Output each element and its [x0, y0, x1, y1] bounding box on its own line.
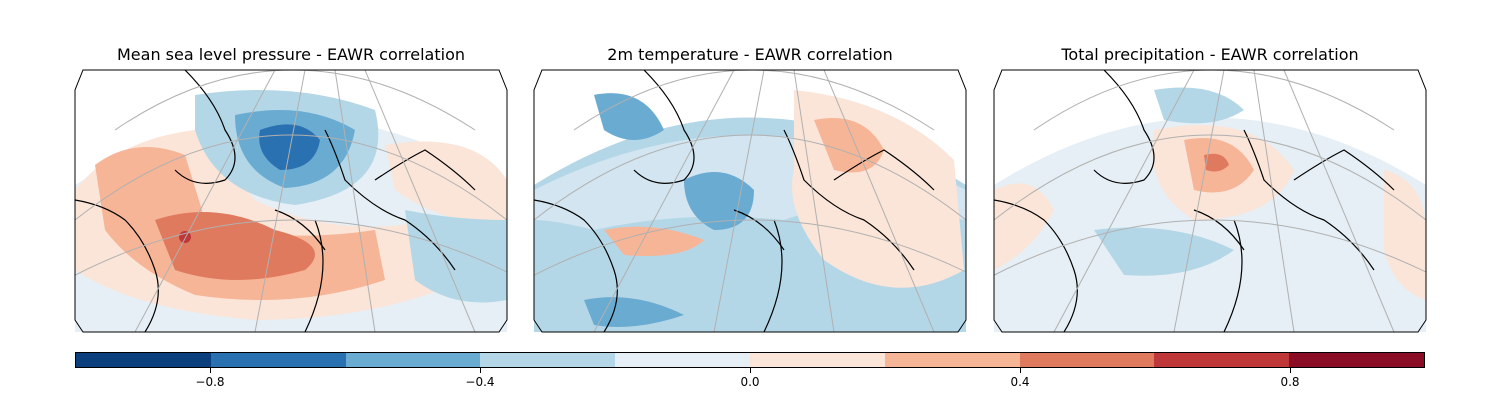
contour-negative-east	[405, 210, 507, 303]
colorbar-tick	[1020, 368, 1021, 373]
contour-negative-weak	[1094, 227, 1234, 276]
coastlines	[534, 70, 935, 332]
contour-negative-weak-2	[1154, 87, 1244, 124]
colorbar-segment	[1154, 353, 1290, 367]
colorbar	[75, 352, 1425, 368]
map-domain	[994, 117, 1426, 332]
graticule	[534, 70, 966, 332]
colorbar-tick-label: −0.8	[195, 375, 225, 389]
map-panel-msl-pressure: Mean sea level pressure - EAWR correlati…	[74, 40, 508, 333]
colorbar-segment	[749, 353, 885, 367]
colorbar-segment	[884, 353, 1020, 367]
map-panel-total-precipitation: Total precipitation - EAWR correlation	[993, 40, 1427, 333]
contour-positive-moderate-2	[604, 226, 704, 256]
colorbar-segment	[345, 353, 481, 367]
correlation-map-msl-pressure	[74, 69, 508, 333]
colorbar-tick-label: 0.8	[1280, 375, 1300, 389]
graticule	[75, 70, 507, 332]
colorbar-segment	[480, 353, 616, 367]
map-frame	[993, 69, 1427, 333]
colorbar-tick	[1290, 368, 1291, 373]
panel-title: 2m temperature - EAWR correlation	[607, 45, 893, 64]
colorbar-segment	[615, 353, 750, 367]
colorbar-segment	[1289, 353, 1424, 367]
panel-title: Mean sea level pressure - EAWR correlati…	[117, 45, 465, 64]
colorbar-segment	[76, 353, 211, 367]
contour-positive-strong	[1204, 153, 1229, 172]
panel-title: Total precipitation - EAWR correlation	[1061, 45, 1359, 64]
correlation-map-total-precipitation	[993, 69, 1427, 333]
coastlines	[994, 70, 1395, 332]
colorbar-tick	[750, 368, 751, 373]
map-frame	[74, 69, 508, 333]
map-frame	[533, 69, 967, 333]
colorbar-segment	[1019, 353, 1155, 367]
contour-positive-strong	[155, 212, 315, 280]
correlation-map-2m-temperature	[533, 69, 967, 333]
colorbar-tick	[480, 368, 481, 373]
colorbar-tick	[210, 368, 211, 373]
contour-positive-weak	[994, 183, 1054, 270]
contour-negative-north	[594, 93, 664, 140]
graticule	[994, 70, 1426, 332]
colorbar-tick-label: 0.4	[1010, 375, 1030, 389]
map-panel-2m-temperature: 2m temperature - EAWR correlation	[533, 40, 967, 333]
colorbar-segment	[210, 353, 346, 367]
colorbar-tick-label: −0.4	[465, 375, 495, 389]
colorbar-tick-label: 0.0	[740, 375, 760, 389]
